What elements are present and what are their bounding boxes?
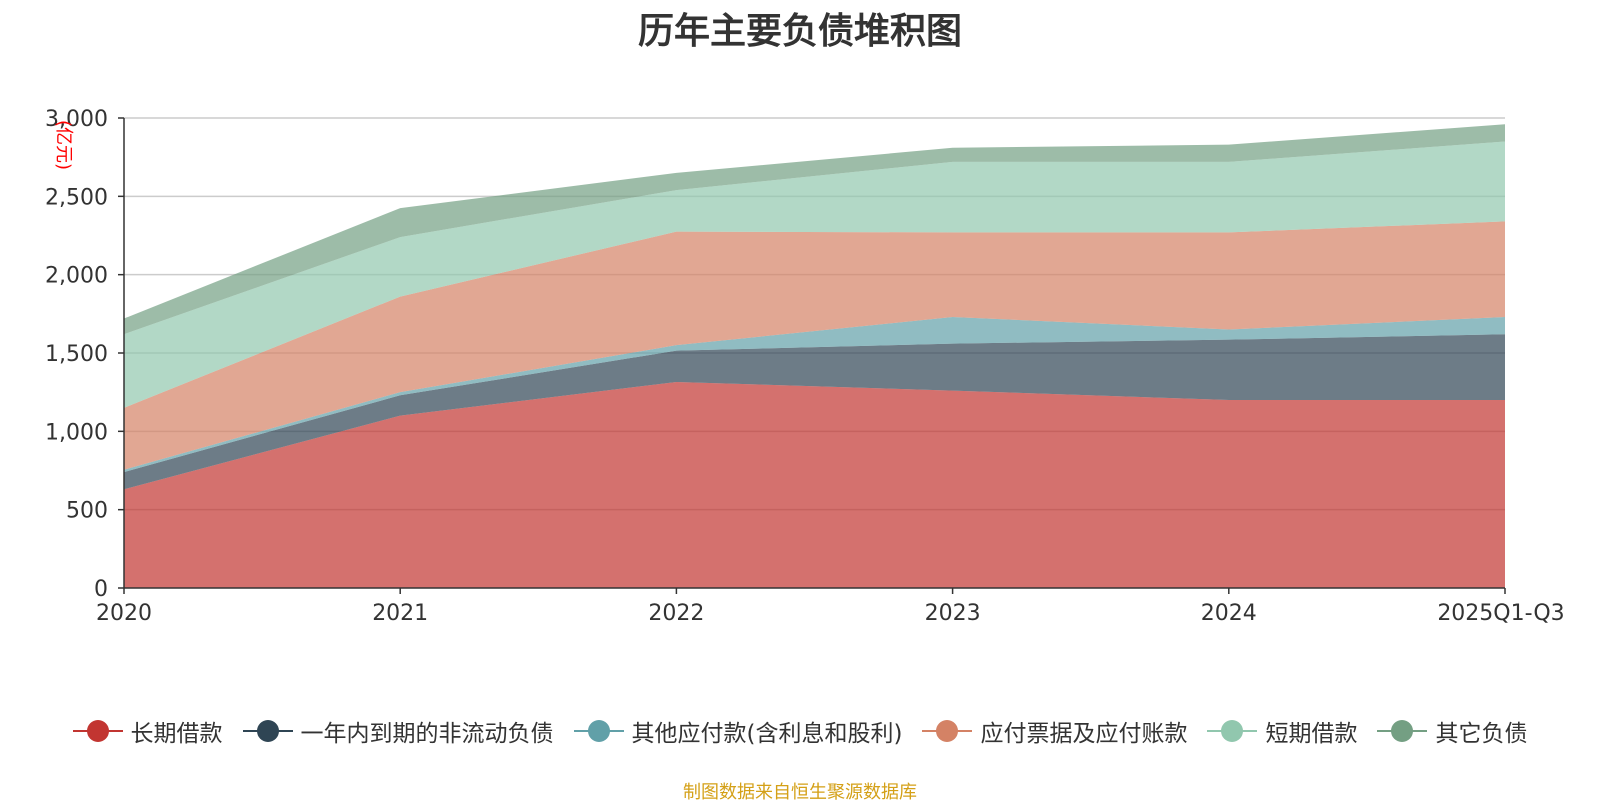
y-tick-label: 0: [94, 577, 108, 602]
y-tick-label: 2,000: [45, 264, 108, 289]
x-tick-label: 2020: [96, 601, 152, 626]
legend-marker-icon: [72, 718, 123, 744]
legend-label: 应付票据及应付账款: [980, 721, 1188, 747]
source-note: 制图数据来自恒生聚源数据库: [683, 782, 917, 803]
legend-item-3[interactable]: 其他应付款(含利息和股利): [573, 714, 903, 748]
legend-marker-icon: [1207, 718, 1258, 744]
legend-marker-icon: [1377, 718, 1428, 744]
area-series-3: [124, 316, 1505, 473]
legend-label: 其他应付款(含利息和股利): [631, 721, 903, 747]
chart-area: 0 500 1,000 1,500 2,000 2,500 3,000 2020 2021 202…: [45, 107, 1565, 626]
x-tick-label: 2021: [372, 601, 428, 626]
legend-label: 长期借款: [130, 721, 223, 747]
y-axis-unit-label: (亿元): [53, 120, 74, 170]
legend-item-1[interactable]: 长期借款: [72, 714, 223, 748]
x-tick-label: 2023: [925, 601, 981, 626]
area-series-6: [124, 124, 1505, 335]
legend-label: 一年内到期的非流动负债: [300, 721, 554, 747]
legend-marker-icon: [242, 718, 293, 744]
stacked-areas: [124, 124, 1505, 588]
legend-item-4[interactable]: 应付票据及应付账款: [922, 714, 1187, 748]
area-series-4: [124, 221, 1505, 470]
x-tick-label: 2025Q1-Q3: [1437, 601, 1564, 626]
area-series-5: [124, 141, 1505, 408]
y-tick-label: 500: [66, 499, 108, 524]
y-tick-label: 1,500: [45, 342, 108, 367]
legend: 长期借款 一年内到期的非流动负债 其他应付款(含利息和股利) 应付票据及应付账款 短期借…: [0, 714, 1600, 748]
area-series-2: [124, 334, 1505, 490]
legend-item-6[interactable]: 其它负债: [1377, 714, 1527, 748]
area-series-1: [124, 381, 1505, 588]
legend-marker-icon: [573, 718, 624, 744]
legend-item-5[interactable]: 短期借款: [1207, 714, 1357, 748]
legend-label: 短期借款: [1265, 721, 1358, 747]
axes: 0 500 1,000 1,500 2,000 2,500 3,000 2020 2021 202…: [45, 107, 1565, 626]
legend-marker-icon: [922, 718, 973, 744]
y-tick-label: 2,500: [45, 185, 108, 210]
x-tick-label: 2024: [1201, 601, 1257, 626]
y-tick-label: 3,000: [45, 107, 108, 132]
y-tick-label: 1,000: [45, 420, 108, 445]
chart-title: 历年主要负债堆积图: [637, 11, 962, 52]
legend-label: 其它负债: [1435, 721, 1528, 747]
x-tick-label: 2022: [648, 601, 704, 626]
legend-item-2[interactable]: 一年内到期的非流动负债: [242, 714, 554, 748]
